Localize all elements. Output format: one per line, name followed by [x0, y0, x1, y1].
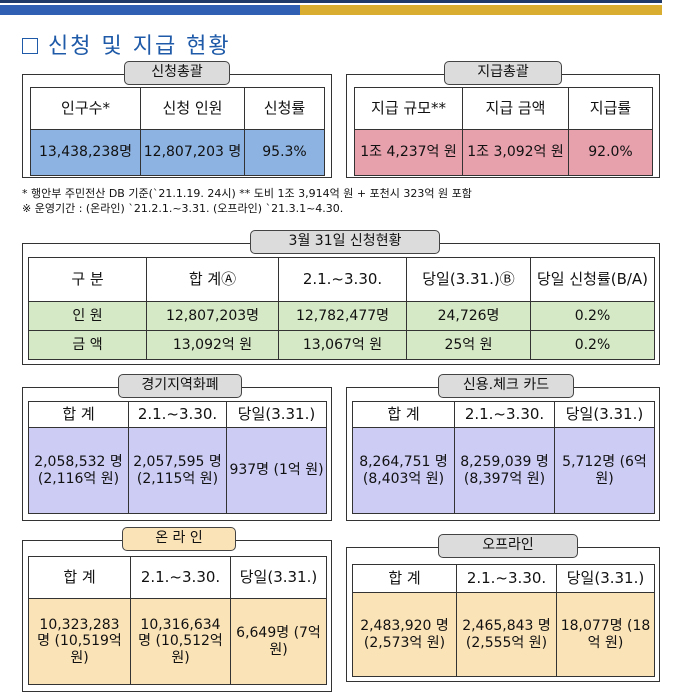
- pay-total-table: 지급 규모** 지급 금액 지급률 1조 4,237억 원 1조 3,092억 …: [354, 87, 653, 176]
- offline-title: 오프라인: [438, 534, 578, 558]
- header-apply-rate: 신청률: [244, 87, 325, 130]
- header-sum: 합 계: [28, 556, 131, 599]
- cell-period: 10,316,634 명 (10,512억 원): [130, 598, 231, 685]
- cell-sum: 2,483,920 명 (2,573억 원): [352, 592, 457, 677]
- offline-table: 합 계 2.1.~3.30. 당일(3.31.) 2,483,920 명 (2,…: [352, 564, 655, 677]
- cell-today: 937명 (1억 원): [226, 427, 327, 514]
- header-gold-stripe: [300, 5, 662, 15]
- header-today: 당일(3.31.): [556, 564, 655, 593]
- gyeonggi-table: 합 계 2.1.~3.30. 당일(3.31.) 2,058,532 명 (2,…: [28, 401, 327, 514]
- header-today: 당일(3.31.): [230, 556, 327, 599]
- header-applicants: 신청 인원: [140, 87, 245, 130]
- value-pay-rate: 92.0%: [568, 129, 653, 176]
- card-table: 합 계 2.1.~3.30. 당일(3.31.) 8,264,751 명 (8,…: [352, 401, 655, 514]
- pay-total-title: 지급총괄: [444, 61, 562, 85]
- cell-people-rate: 0.2%: [530, 301, 655, 331]
- online-table: 합 계 2.1.~3.30. 당일(3.31.) 10,323,283 명 (1…: [28, 556, 327, 685]
- table-row: 금 액 13,092억 원 13,067억 원 25억 원 0.2%: [28, 330, 655, 360]
- cell-amount-sum: 13,092억 원: [146, 330, 279, 360]
- header-pay-rate: 지급률: [568, 87, 653, 130]
- footnote-period: ※ 운영기간 : (온라인) `21.2.1.~3.31. (오프라인) `21…: [22, 202, 344, 215]
- cell-sum: 8,264,751 명 (8,403억 원): [352, 427, 455, 514]
- header-bar: [0, 0, 662, 16]
- apply-total-title: 신청총괄: [124, 61, 230, 85]
- online-title: 온 라 인: [122, 527, 236, 551]
- march31-table: 구 분 합 계Ⓐ 2.1.~3.30. 당일(3.31.)Ⓑ 당일 신청률(B/…: [28, 257, 655, 360]
- cell-amount-today: 25억 원: [406, 330, 531, 360]
- header-period: 2.1.~3.30.: [278, 257, 407, 302]
- cell-sum: 10,323,283 명 (10,519억 원): [28, 598, 131, 685]
- cell-period: 2,057,595 명 (2,115억 원): [128, 427, 227, 514]
- apply-total-table: 인구수* 신청 인원 신청률 13,438,238명 12,807,203 명 …: [30, 87, 325, 176]
- cell-amount-rate: 0.2%: [530, 330, 655, 360]
- gyeonggi-title: 경기지역화폐: [118, 374, 242, 398]
- cell-amount-period: 13,067억 원: [278, 330, 407, 360]
- footnote-criteria: * 행안부 주민전산 DB 기준(`21.1.19. 24시) ** 도비 1조…: [22, 187, 472, 200]
- header-sum: 합 계: [28, 401, 129, 428]
- square-bullet-icon: [22, 38, 38, 54]
- header-category: 구 분: [28, 257, 147, 302]
- value-pay-scale: 1조 4,237억 원: [354, 129, 463, 176]
- header-period: 2.1.~3.30.: [130, 556, 231, 599]
- value-population: 13,438,238명: [30, 129, 141, 176]
- header-today-rate: 당일 신청률(B/A): [530, 257, 655, 302]
- value-apply-rate: 95.3%: [244, 129, 325, 176]
- header-today-b: 당일(3.31.)Ⓑ: [406, 257, 531, 302]
- header-period: 2.1.~3.30.: [456, 564, 557, 593]
- row-label-people: 인 원: [28, 301, 147, 331]
- header-population: 인구수*: [30, 87, 141, 130]
- header-period: 2.1.~3.30.: [128, 401, 227, 428]
- card-title: 신용.체크 카드: [438, 374, 574, 398]
- header-pay-amount: 지급 금액: [462, 87, 569, 130]
- cell-period: 2,465,843 명 (2,555억 원): [456, 592, 557, 677]
- cell-people-today: 24,726명: [406, 301, 531, 331]
- march31-title: 3월 31일 신청현황: [250, 230, 440, 254]
- header-line: [0, 0, 662, 3]
- page-title: 신청 및 지급 현황: [22, 28, 231, 60]
- header-sum: 합 계: [352, 401, 455, 428]
- value-pay-amount: 1조 3,092억 원: [462, 129, 569, 176]
- cell-period: 8,259,039 명 (8,397억 원): [454, 427, 555, 514]
- value-applicants: 12,807,203 명: [140, 129, 245, 176]
- cell-today: 18,077명 (18억 원): [556, 592, 655, 677]
- table-row: 인 원 12,807,203명 12,782,477명 24,726명 0.2%: [28, 301, 655, 331]
- header-period: 2.1.~3.30.: [454, 401, 555, 428]
- header-sum-a: 합 계Ⓐ: [146, 257, 279, 302]
- header-pay-scale: 지급 규모**: [354, 87, 463, 130]
- header-sum: 합 계: [352, 564, 457, 593]
- cell-today: 5,712명 (6억 원): [554, 427, 655, 514]
- cell-sum: 2,058,532 명 (2,116억 원): [28, 427, 129, 514]
- header-today: 당일(3.31.): [554, 401, 655, 428]
- header-today: 당일(3.31.): [226, 401, 327, 428]
- cell-people-period: 12,782,477명: [278, 301, 407, 331]
- cell-today: 6,649명 (7억 원): [230, 598, 327, 685]
- cell-people-sum: 12,807,203명: [146, 301, 279, 331]
- header-blue-stripe: [0, 5, 300, 15]
- row-label-amount: 금 액: [28, 330, 147, 360]
